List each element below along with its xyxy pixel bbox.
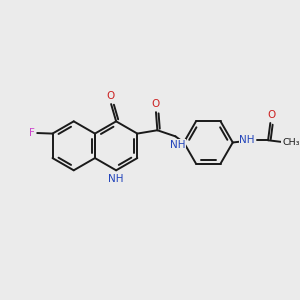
Text: O: O	[268, 110, 276, 120]
Text: NH: NH	[170, 140, 185, 150]
Text: NH: NH	[239, 135, 255, 145]
Text: O: O	[106, 91, 115, 101]
Text: O: O	[152, 99, 160, 109]
Text: CH₃: CH₃	[282, 138, 300, 147]
Text: NH: NH	[108, 174, 124, 184]
Text: F: F	[29, 128, 35, 138]
